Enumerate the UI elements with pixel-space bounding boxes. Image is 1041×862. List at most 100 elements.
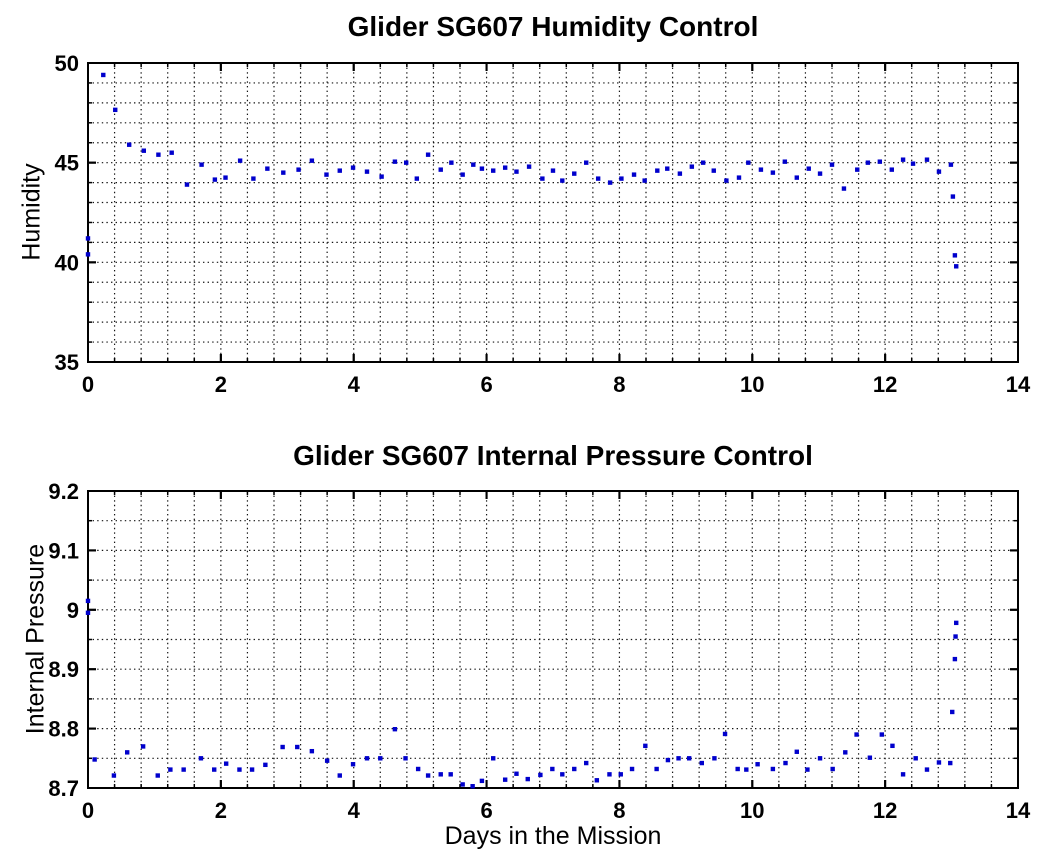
x-tick-label: 4 (348, 798, 361, 823)
data-point (263, 762, 268, 768)
data-point (403, 160, 409, 165)
data-point (744, 767, 749, 772)
data-point (830, 766, 835, 772)
x-tick-label: 8 (613, 372, 625, 397)
data-point (954, 264, 959, 269)
plot2-title: Glider SG607 Internal Pressure Control (293, 440, 813, 471)
data-point (910, 161, 916, 166)
y-tick-label: 50 (55, 51, 79, 76)
data-point (378, 756, 383, 761)
data-point (92, 757, 97, 762)
data-point (865, 160, 871, 165)
data-point (755, 762, 760, 767)
plot2-y-axis-label: Internal Pressure (21, 543, 50, 735)
data-point (514, 169, 519, 174)
data-point (854, 732, 859, 737)
x-tick-label: 2 (215, 798, 227, 823)
x-tick-label: 10 (740, 798, 764, 823)
x-tick-label: 14 (1006, 798, 1031, 823)
data-point (141, 148, 146, 153)
data-point (309, 748, 315, 754)
data-point (700, 160, 706, 165)
x-tick-label: 2 (215, 372, 227, 397)
data-point (607, 772, 612, 777)
data-point (155, 773, 160, 778)
data-point (924, 157, 930, 162)
data-point (817, 756, 823, 761)
y-tick-label: 9 (67, 598, 79, 623)
data-point (735, 766, 740, 772)
data-point (794, 175, 799, 180)
data-point (618, 772, 623, 777)
data-point (841, 186, 847, 191)
y-tick-label: 45 (55, 151, 79, 176)
data-point (491, 168, 496, 173)
data-point (595, 176, 601, 181)
y-tick-label: 8.8 (48, 717, 79, 742)
data-point (550, 766, 555, 772)
plot2-axes: 0 2 4 6 8 10 12 14 8.7 8.8 8.9 9 9.1 9.2 (48, 479, 1031, 823)
data-point (572, 171, 577, 176)
data-point (85, 236, 91, 241)
data-point (677, 171, 683, 176)
data-point (479, 166, 485, 171)
data-point (924, 767, 930, 772)
plot1-y-axis-label: Humidity (17, 163, 46, 261)
data-point (392, 159, 398, 164)
data-point (449, 160, 454, 165)
data-point (479, 778, 485, 784)
data-point (952, 656, 958, 662)
data-point (829, 162, 835, 167)
data-point (950, 194, 956, 199)
data-point (101, 72, 106, 78)
data-point (425, 152, 431, 157)
data-point (156, 152, 161, 157)
data-point (879, 732, 885, 737)
data-point (514, 771, 519, 776)
data-point (324, 758, 330, 763)
data-point (770, 170, 776, 175)
data-point (953, 634, 958, 639)
data-point (181, 767, 186, 772)
data-point (540, 176, 545, 181)
data-point (642, 178, 647, 183)
data-point (124, 750, 130, 755)
data-point (460, 172, 465, 177)
data-point (425, 773, 431, 778)
data-point (198, 756, 204, 761)
data-point (806, 166, 811, 171)
y-tick-label: 35 (55, 350, 79, 375)
data-point (460, 782, 465, 787)
data-point (502, 165, 508, 170)
data-point (654, 766, 659, 772)
data-point (948, 162, 954, 167)
data-point (212, 177, 218, 182)
data-point (722, 731, 728, 737)
data-point (631, 172, 637, 177)
data-point (85, 598, 91, 604)
data-point (805, 767, 810, 772)
data-point (724, 178, 729, 183)
plot1-title: Glider SG607 Humidity Control (347, 11, 759, 42)
data-point (526, 164, 532, 169)
data-point (643, 743, 648, 749)
data-point (877, 159, 883, 164)
data-point (954, 620, 959, 626)
data-point (85, 252, 91, 257)
data-point (584, 160, 589, 165)
data-point (686, 756, 692, 761)
x-tick-label: 0 (82, 372, 94, 397)
data-point (655, 168, 660, 173)
data-point (782, 159, 788, 164)
data-point (538, 772, 543, 778)
data-point (337, 168, 342, 173)
data-point (364, 169, 370, 174)
data-point (364, 756, 370, 761)
data-point (251, 176, 256, 181)
data-point (199, 162, 204, 167)
axes-box (87, 490, 1019, 789)
data-point (572, 766, 577, 772)
x-tick-label: 12 (873, 798, 897, 823)
data-point (223, 175, 228, 180)
